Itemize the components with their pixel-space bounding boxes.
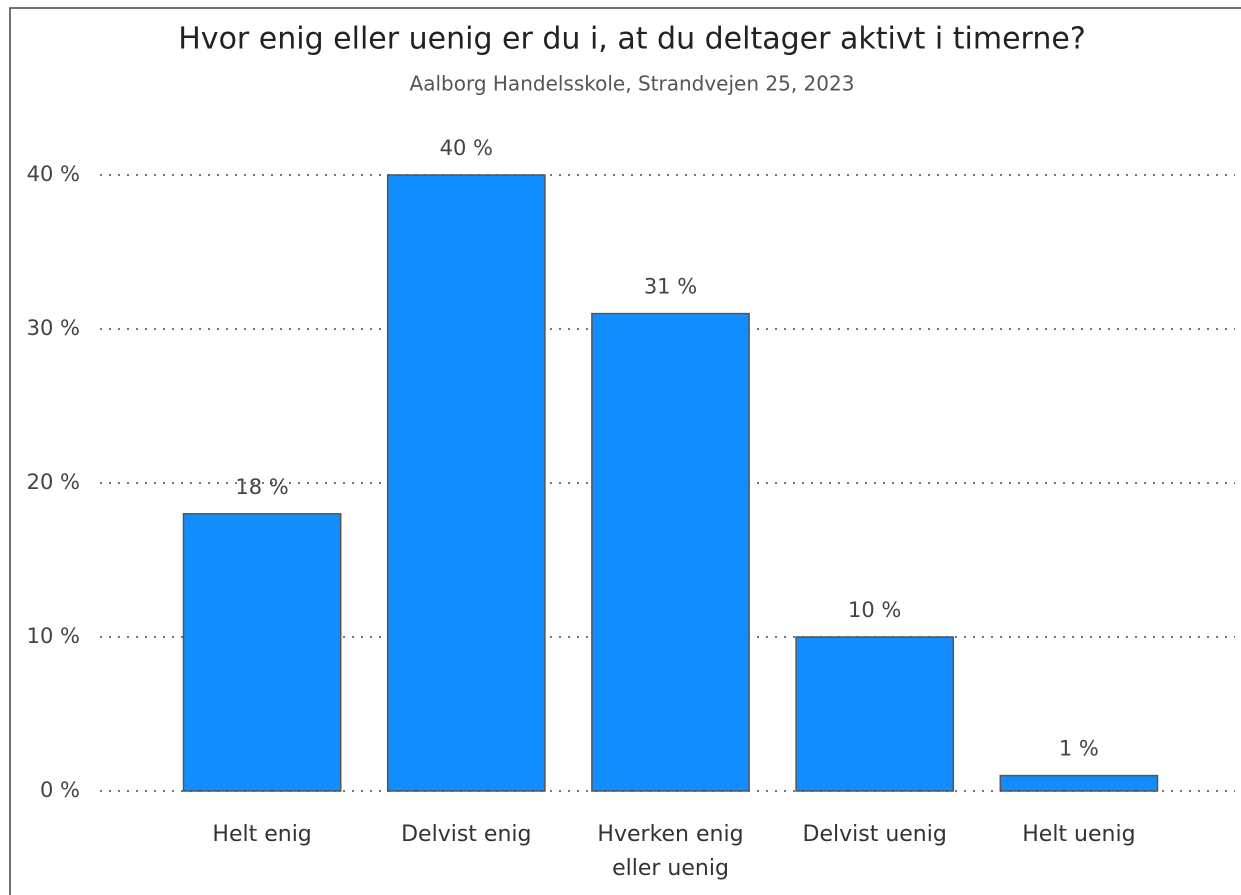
x-tick-label: Hverken enig eller uenig xyxy=(597,822,744,881)
bar xyxy=(182,513,342,792)
frame xyxy=(9,7,1241,895)
x-tick-label: Helt uenig xyxy=(1022,822,1136,847)
y-tick-label: 30 % xyxy=(27,316,80,340)
bar xyxy=(795,636,955,792)
value-label: 40 % xyxy=(440,136,493,160)
chart-subtitle: Aalborg Handelsskole, Strandvejen 25, 20… xyxy=(410,72,855,96)
chart-title: Hvor enig eller uenig er du i, at du del… xyxy=(178,22,1086,57)
value-label: 10 % xyxy=(848,598,901,622)
value-label: 18 % xyxy=(235,475,288,499)
x-tick-label: Helt enig xyxy=(212,822,312,847)
value-label: 1 % xyxy=(1059,737,1099,761)
y-tick-label: 40 % xyxy=(27,162,80,186)
y-tick-label: 0 % xyxy=(40,778,80,802)
value-label: 31 % xyxy=(644,275,697,299)
bar xyxy=(591,312,750,792)
bar xyxy=(999,774,1159,792)
y-tick-label: 20 % xyxy=(27,470,80,494)
x-tick-label: Delvist uenig xyxy=(802,822,947,847)
bar xyxy=(386,174,546,792)
x-tick-label: Delvist enig xyxy=(401,822,532,847)
y-tick-label: 10 % xyxy=(27,624,80,648)
